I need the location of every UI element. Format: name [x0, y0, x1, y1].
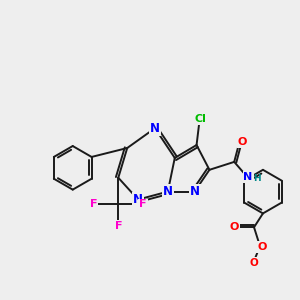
Text: N: N	[244, 172, 253, 182]
Text: N: N	[163, 185, 173, 198]
Text: F: F	[115, 221, 122, 231]
Text: F: F	[90, 200, 97, 209]
Text: N: N	[133, 193, 143, 206]
Text: N: N	[190, 185, 200, 198]
Text: H: H	[253, 174, 261, 183]
Text: O: O	[257, 242, 267, 252]
Text: O: O	[250, 258, 258, 268]
Text: O: O	[238, 137, 247, 147]
Text: Cl: Cl	[195, 114, 206, 124]
Text: O: O	[230, 222, 239, 232]
Text: N: N	[150, 122, 160, 135]
Text: F: F	[139, 200, 147, 209]
